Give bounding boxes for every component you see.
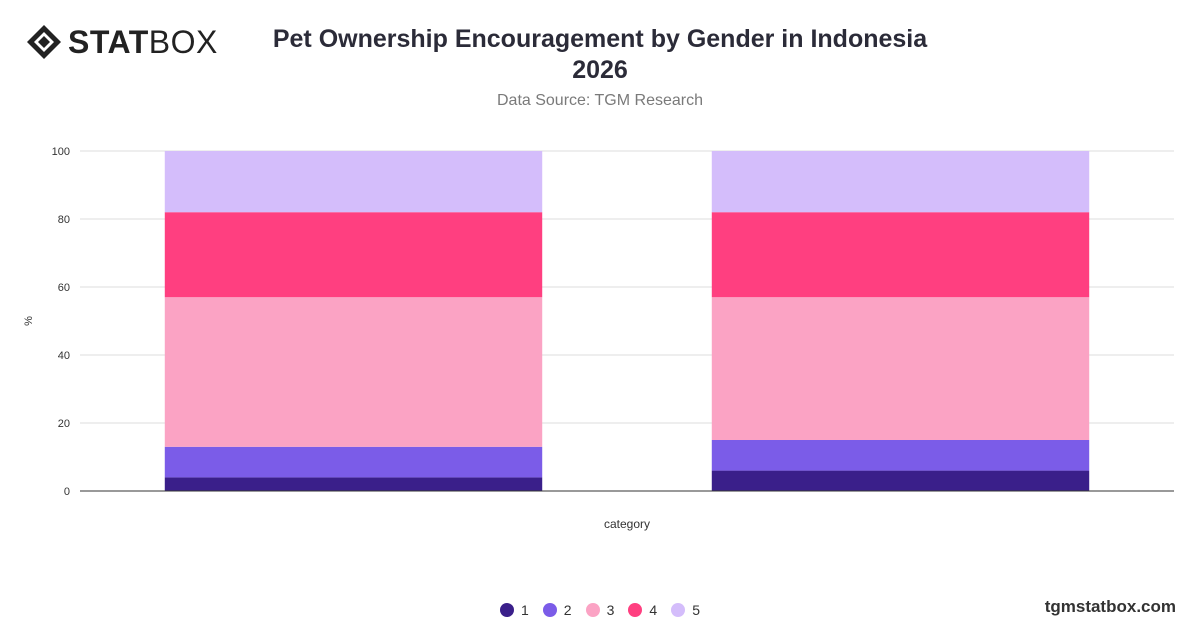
legend-item-1[interactable]: 1: [500, 602, 529, 618]
legend-label: 1: [521, 602, 529, 618]
legend-swatch: [542, 603, 557, 617]
y-tick-label: 40: [58, 350, 70, 362]
legend-label: 3: [606, 602, 615, 618]
legend-item-3[interactable]: 3: [585, 602, 615, 618]
stacked-bar-chart: 0 20 40 60 80 100% category: [23, 146, 1174, 531]
legend-swatch: [671, 603, 686, 617]
bar-segment-1: [711, 470, 1090, 491]
bar-segment-2: [711, 440, 1090, 471]
legend-swatch: [500, 603, 514, 617]
bar-segment-3: [164, 297, 543, 447]
bar-segment-4: [164, 212, 543, 298]
chart-subtitle: Data Source: TGM Research: [496, 92, 703, 109]
chart-title-line1: Pet Ownership Encouragement by Gender in…: [272, 25, 928, 53]
legend-label: 4: [649, 602, 658, 618]
y-tick-label: 0: [64, 486, 70, 498]
logo-text: STATBOX: [68, 24, 218, 60]
bar-segment-5: [164, 151, 543, 213]
y-axis-label: %: [23, 316, 35, 326]
chart-legend: 1 2 3 4 5: [0, 602, 1200, 618]
legend-swatch: [628, 603, 643, 617]
legend-swatch: [585, 603, 600, 617]
x-axis-label: category: [604, 517, 650, 531]
bar-segment-4: [711, 212, 1090, 298]
legend-item-2[interactable]: 2: [542, 602, 572, 618]
legend-item-4[interactable]: 4: [628, 602, 657, 618]
legend-item-5[interactable]: 5: [671, 602, 700, 618]
diamond-logo-icon: [27, 25, 61, 59]
chart-title-line2: 2026: [572, 56, 628, 84]
watermark: tgmstatbox.com: [1044, 597, 1176, 616]
bar-segment-3: [711, 297, 1090, 440]
y-tick-label: 20: [58, 418, 70, 430]
y-tick-label: 60: [58, 282, 70, 294]
bar-segment-2: [164, 446, 543, 478]
chart-title: Pet Ownership Encouragement by Gender in…: [0, 24, 1200, 86]
y-tick-label: 100: [52, 146, 70, 158]
legend-label: 2: [563, 602, 572, 618]
bar-segment-1: [164, 477, 543, 491]
legend-label: 5: [692, 602, 700, 618]
y-tick-label: 80: [58, 214, 70, 226]
bar-segment-5: [711, 151, 1090, 213]
statbox-logo: STATBOX: [26, 24, 218, 60]
